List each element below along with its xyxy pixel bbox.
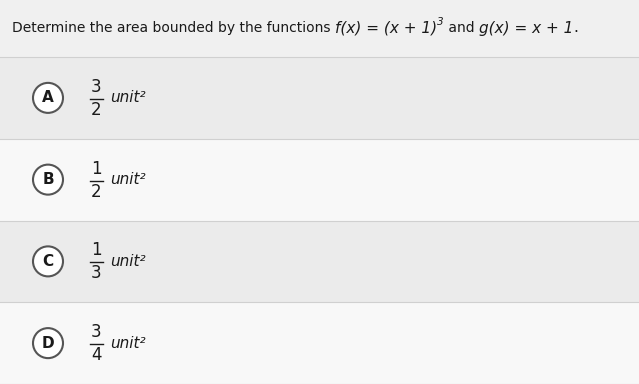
Text: and: and bbox=[443, 21, 479, 35]
Text: unit²: unit² bbox=[110, 90, 146, 105]
Text: 3: 3 bbox=[437, 17, 443, 27]
Text: unit²: unit² bbox=[110, 172, 146, 187]
Circle shape bbox=[33, 247, 63, 276]
Text: 3: 3 bbox=[91, 323, 102, 341]
Text: Determine the area bounded by the functions: Determine the area bounded by the functi… bbox=[12, 21, 335, 35]
Text: 1: 1 bbox=[91, 242, 102, 259]
Text: A: A bbox=[42, 90, 54, 105]
Text: g(x) = x + 1: g(x) = x + 1 bbox=[479, 20, 573, 35]
Text: 3: 3 bbox=[91, 264, 102, 282]
Text: 4: 4 bbox=[91, 346, 101, 364]
Bar bbox=[0, 57, 639, 139]
Text: 2: 2 bbox=[91, 101, 102, 119]
Circle shape bbox=[33, 165, 63, 195]
Text: 3: 3 bbox=[91, 78, 102, 96]
Text: 1: 1 bbox=[91, 160, 102, 178]
Text: 2: 2 bbox=[91, 183, 102, 200]
Circle shape bbox=[33, 328, 63, 358]
Text: D: D bbox=[42, 336, 54, 351]
Circle shape bbox=[33, 83, 63, 113]
Text: C: C bbox=[42, 254, 54, 269]
Text: f(x) = (x + 1): f(x) = (x + 1) bbox=[335, 20, 437, 35]
Bar bbox=[0, 220, 639, 302]
Bar bbox=[0, 302, 639, 384]
Text: B: B bbox=[42, 172, 54, 187]
Text: unit²: unit² bbox=[110, 336, 146, 351]
Text: unit²: unit² bbox=[110, 254, 146, 269]
Text: .: . bbox=[573, 20, 578, 35]
Bar bbox=[0, 139, 639, 220]
